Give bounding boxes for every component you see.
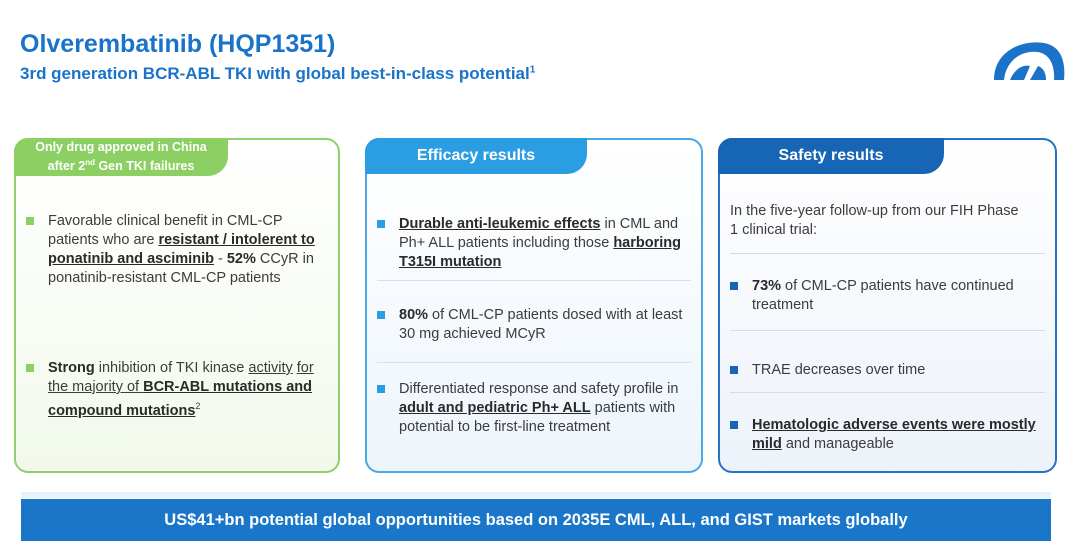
panel-efficacy: Efficacy results Durable anti-leukemic e… bbox=[365, 138, 703, 473]
text-segment: inhibition of TKI kinase bbox=[95, 360, 249, 376]
emphasis-text: 80% bbox=[399, 307, 428, 323]
tab-line-2a: after 2 bbox=[48, 159, 86, 173]
text-segment: and manageable bbox=[782, 436, 894, 452]
list-item-text: Hematologic adverse events were mostly m… bbox=[730, 416, 1046, 454]
emphasis-text: adult and pediatric Ph+ ALL bbox=[399, 400, 591, 416]
list-item-text: Favorable clinical benefit in CML-CP pat… bbox=[26, 212, 324, 288]
list-item-text: 73% of CML-CP patients have continued tr… bbox=[730, 277, 1046, 315]
tab-line-2: after 2nd Gen TKI failures bbox=[48, 155, 195, 174]
text-segment: Differentiated response and safety profi… bbox=[399, 381, 678, 397]
subtitle-text: 3rd generation BCR-ABL TKI with global b… bbox=[20, 64, 530, 83]
list-item-text: 80% of CML-CP patients dosed with at lea… bbox=[377, 306, 687, 344]
text-segment: TRAE decreases over time bbox=[752, 362, 925, 378]
safety-intro: In the five-year follow-up from our FIH … bbox=[730, 202, 1030, 240]
list-item: Differentiated response and safety profi… bbox=[377, 380, 687, 437]
footnote-mark: 2 bbox=[195, 401, 200, 411]
page-title: Olverembatinib (HQP1351) bbox=[20, 30, 335, 59]
panel-safety: Safety results In the five-year follow-u… bbox=[718, 138, 1057, 473]
subtitle-footnote: 1 bbox=[530, 64, 536, 75]
emphasis-text: Durable anti-leukemic effects bbox=[399, 216, 600, 232]
list-item: 73% of CML-CP patients have continued tr… bbox=[730, 277, 1046, 315]
list-item-text: Strong inhibition of TKI kinase activity… bbox=[26, 359, 332, 421]
tab-line-1: Only drug approved in China bbox=[35, 140, 207, 155]
bullet-icon bbox=[377, 220, 385, 228]
page-subtitle: 3rd generation BCR-ABL TKI with global b… bbox=[20, 64, 535, 84]
tab-line-2-sup: nd bbox=[85, 158, 95, 167]
list-item: Strong inhibition of TKI kinase activity… bbox=[26, 359, 332, 421]
list-item: Hematologic adverse events were mostly m… bbox=[730, 416, 1046, 454]
tab-china-approval: Only drug approved in China after 2nd Ge… bbox=[14, 138, 228, 176]
list-item-text: TRAE decreases over time bbox=[730, 361, 1046, 380]
emphasis-text: 52% bbox=[227, 251, 256, 267]
list-item-text: Differentiated response and safety profi… bbox=[377, 380, 687, 437]
divider bbox=[730, 253, 1045, 254]
bullet-icon bbox=[377, 311, 385, 319]
tab-safety: Safety results bbox=[718, 138, 944, 174]
list-item: TRAE decreases over time bbox=[730, 361, 1046, 380]
bullet-icon bbox=[730, 366, 738, 374]
bullet-icon bbox=[730, 282, 738, 290]
divider bbox=[377, 362, 691, 363]
bullet-icon bbox=[26, 217, 34, 225]
emphasis-text: 73% bbox=[752, 278, 781, 294]
emphasis-text: Strong bbox=[48, 360, 95, 376]
tab-efficacy: Efficacy results bbox=[365, 138, 587, 174]
divider bbox=[730, 330, 1045, 331]
tab-line-2b: Gen TKI failures bbox=[95, 159, 194, 173]
list-item: 80% of CML-CP patients dosed with at lea… bbox=[377, 306, 687, 344]
text-segment: of CML-CP patients have continued treatm… bbox=[752, 278, 1014, 313]
company-logo-icon bbox=[988, 36, 1068, 84]
text-segment: of CML-CP patients dosed with at least 3… bbox=[399, 307, 682, 342]
list-item: Durable anti-leukemic effects in CML and… bbox=[377, 215, 687, 272]
bullet-icon bbox=[730, 421, 738, 429]
panel-china-approval: Only drug approved in China after 2nd Ge… bbox=[14, 138, 340, 473]
list-item: Favorable clinical benefit in CML-CP pat… bbox=[26, 212, 324, 288]
divider bbox=[730, 392, 1045, 393]
list-item-text: Durable anti-leukemic effects in CML and… bbox=[377, 215, 687, 272]
underlined-text: activity bbox=[248, 360, 292, 376]
divider bbox=[377, 280, 691, 281]
text-segment: - bbox=[214, 251, 227, 267]
banner-strip bbox=[21, 492, 1051, 498]
bullet-icon bbox=[26, 364, 34, 372]
bullet-icon bbox=[377, 385, 385, 393]
market-opportunity-banner: US$41+bn potential global opportunities … bbox=[21, 499, 1051, 541]
